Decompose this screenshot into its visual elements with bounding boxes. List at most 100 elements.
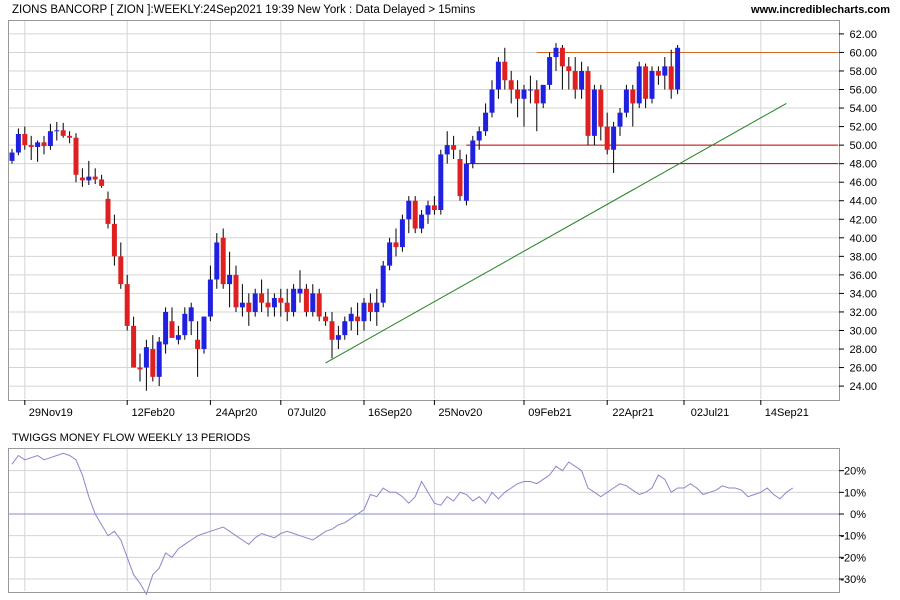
price-tick-label: 32.00 — [849, 307, 877, 319]
x-tick-label: 24Apr20 — [216, 407, 258, 419]
candle-up — [623, 89, 629, 113]
candle-up — [86, 176, 92, 181]
money-flow-title: TWIGGS MONEY FLOW WEEKLY 13 PERIODS — [12, 432, 250, 444]
price-tick-label: 58.00 — [849, 66, 877, 78]
money-flow-y-axis: 20% 10% 0% -10% -20% -30% — [839, 466, 866, 586]
candle-up — [540, 84, 546, 104]
price-tick-label: 54.00 — [849, 103, 877, 115]
money-flow-tick-label: 0% — [850, 509, 866, 521]
candle-down — [457, 159, 463, 197]
price-tick-label: 34.00 — [849, 288, 877, 300]
candle-up — [476, 131, 482, 141]
candle-down — [598, 89, 604, 127]
candle-down — [220, 237, 226, 285]
candle-down — [323, 316, 329, 322]
candle-down — [316, 293, 322, 317]
x-tick-label: 25Nov20 — [438, 407, 482, 419]
candle-down — [92, 176, 98, 180]
candle-down — [73, 137, 79, 175]
candle-down — [105, 198, 111, 224]
money-flow-tick-label: -30% — [840, 574, 866, 586]
candle-up — [35, 142, 41, 147]
candle-up — [406, 200, 412, 220]
price-tick-label: 28.00 — [849, 344, 877, 356]
candle-down — [412, 200, 418, 229]
price-tick-label: 30.00 — [849, 325, 877, 337]
candle-up — [483, 112, 489, 132]
candle-down — [79, 177, 85, 181]
candle-down — [367, 302, 373, 312]
price-grid — [9, 21, 839, 399]
candle-down — [67, 135, 73, 138]
price-tick-label: 38.00 — [849, 251, 877, 263]
candle-up — [291, 288, 297, 312]
candle-down — [111, 223, 117, 257]
candle-up — [675, 47, 681, 90]
price-tick-label: 52.00 — [849, 122, 877, 134]
candle-down — [233, 274, 239, 308]
candle-up — [175, 335, 181, 340]
candle-up — [444, 145, 450, 155]
candle-up — [662, 66, 668, 76]
candle-down — [508, 80, 514, 90]
candle-down — [278, 298, 284, 303]
candle-up — [335, 335, 341, 340]
candle-up — [495, 61, 501, 90]
candle-up — [489, 89, 495, 113]
price-tick-label: 26.00 — [849, 363, 877, 375]
candle-down — [559, 47, 565, 67]
money-flow-tick-label: -20% — [840, 552, 866, 564]
candle-up — [348, 313, 354, 322]
candle-up — [310, 293, 316, 312]
x-tick-label: 29Nov19 — [29, 407, 73, 419]
candle-up — [387, 242, 393, 266]
candle-up — [547, 57, 553, 85]
candle-up — [214, 242, 220, 280]
candle-up — [527, 89, 533, 91]
price-tick-label: 24.00 — [849, 381, 877, 393]
money-flow-panel-frame — [8, 448, 840, 593]
candle-down — [643, 66, 649, 99]
price-tick-label: 50.00 — [849, 140, 877, 152]
candle-down — [502, 61, 508, 81]
candle-down — [329, 321, 335, 340]
candle-up — [617, 112, 623, 127]
candle-down — [22, 134, 28, 146]
candle-up — [374, 302, 380, 312]
candle-up — [252, 293, 258, 312]
x-tick-label: 07Jul20 — [288, 407, 327, 419]
x-tick-label: 22Apr21 — [612, 407, 654, 419]
candle-up — [182, 313, 188, 336]
candle-down — [515, 89, 521, 99]
candle-up — [419, 214, 425, 229]
candle-down — [28, 145, 34, 147]
candle-up — [201, 316, 207, 350]
candle-up — [15, 134, 21, 153]
price-y-axis: 24.00 26.00 28.00 30.00 32.00 34.00 36.00 38.00… — [839, 29, 877, 393]
candle-down — [668, 66, 674, 90]
candle-down — [195, 339, 201, 350]
candle-up — [297, 288, 303, 294]
candle-up — [227, 274, 233, 285]
candle-down — [265, 302, 271, 308]
price-reference-lines — [325, 51, 838, 364]
candle-down — [137, 367, 143, 370]
price-x-axis: 29Nov19 12Feb20 24Apr20 07Jul20 16Sep20 25Nov… — [24, 400, 809, 419]
x-tick-label: 14Sep21 — [765, 407, 809, 419]
candle-down — [534, 89, 540, 104]
price-tick-label: 42.00 — [849, 214, 877, 226]
candle-up — [579, 70, 585, 90]
candle-up — [239, 302, 245, 308]
price-tick-label: 44.00 — [849, 196, 877, 208]
candle-down — [150, 349, 156, 377]
x-tick-label: 02Jul21 — [691, 407, 730, 419]
money-flow-tick-label: 20% — [844, 466, 866, 478]
price-panel-frame — [8, 20, 840, 401]
candle-down — [99, 179, 105, 186]
candle-down — [169, 321, 175, 338]
price-tick-label: 60.00 — [849, 47, 877, 59]
candle-up — [380, 265, 386, 303]
candle-down — [585, 70, 591, 136]
site-link[interactable]: www.incrediblecharts.com — [750, 4, 890, 16]
